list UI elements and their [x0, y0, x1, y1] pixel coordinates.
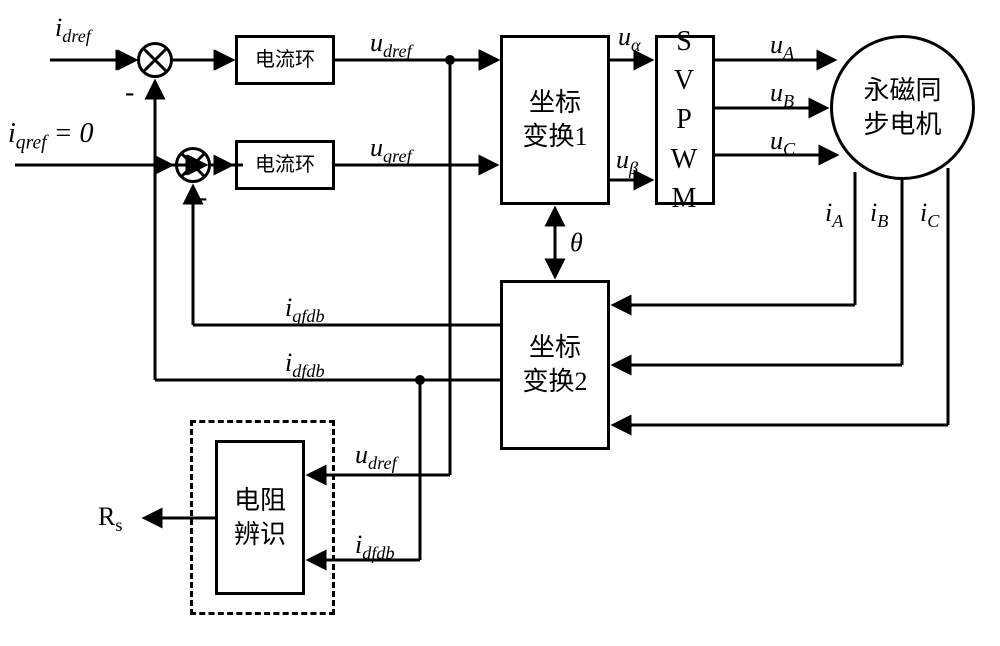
coord-transform-2-block: 坐标 变换2	[500, 280, 610, 450]
motor-line2: 步电机	[863, 108, 941, 142]
i-dfdb-label: idfdb	[285, 348, 325, 382]
current-loop-1-text: 电流环	[255, 48, 315, 72]
summing-junction-1	[137, 42, 173, 78]
i-dref-label: idref	[55, 13, 91, 47]
current-loop-2-block: 电流环	[235, 140, 335, 190]
u-C-label: uC	[770, 126, 795, 160]
i-dfdb2-label: idfdb	[355, 530, 395, 564]
u-qref-label: uqref	[370, 133, 412, 167]
i-B-label: iB	[870, 198, 888, 232]
u-beta-label: uβ	[616, 145, 638, 179]
i-A-label: iA	[825, 198, 843, 232]
resistance-dashed-enclosure	[190, 420, 335, 615]
coord2-line2: 变换2	[522, 365, 587, 399]
current-loop-2-text: 电流环	[255, 153, 315, 177]
motor-block: 永磁同 步电机	[830, 35, 975, 180]
coord-transform-1-block: 坐标 变换1	[500, 35, 610, 205]
summing-junction-2	[175, 147, 211, 183]
u-dref-label: udref	[370, 28, 412, 62]
svpwm-block: SVPWM	[655, 35, 715, 205]
svpwm-text: SVPWM	[671, 22, 699, 218]
Rs-label: Rs	[98, 502, 122, 536]
u-dref2-label: udref	[355, 440, 397, 474]
coord1-line1: 坐标	[529, 86, 581, 120]
i-qref-label: iqref = 0	[8, 118, 94, 155]
coord1-line2: 变换1	[522, 120, 587, 154]
motor-line1: 永磁同	[863, 74, 941, 108]
i-qfdb-label: iqfdb	[285, 293, 325, 327]
current-loop-1-block: 电流环	[235, 35, 335, 85]
i-C-label: iC	[920, 198, 939, 232]
u-alpha-label: uα	[618, 22, 641, 56]
u-A-label: uA	[770, 30, 794, 64]
u-B-label: uB	[770, 78, 794, 112]
coord2-line1: 坐标	[529, 331, 581, 365]
minus-2: -	[198, 182, 207, 214]
theta-label: θ	[570, 228, 583, 258]
minus-1: -	[125, 77, 134, 109]
